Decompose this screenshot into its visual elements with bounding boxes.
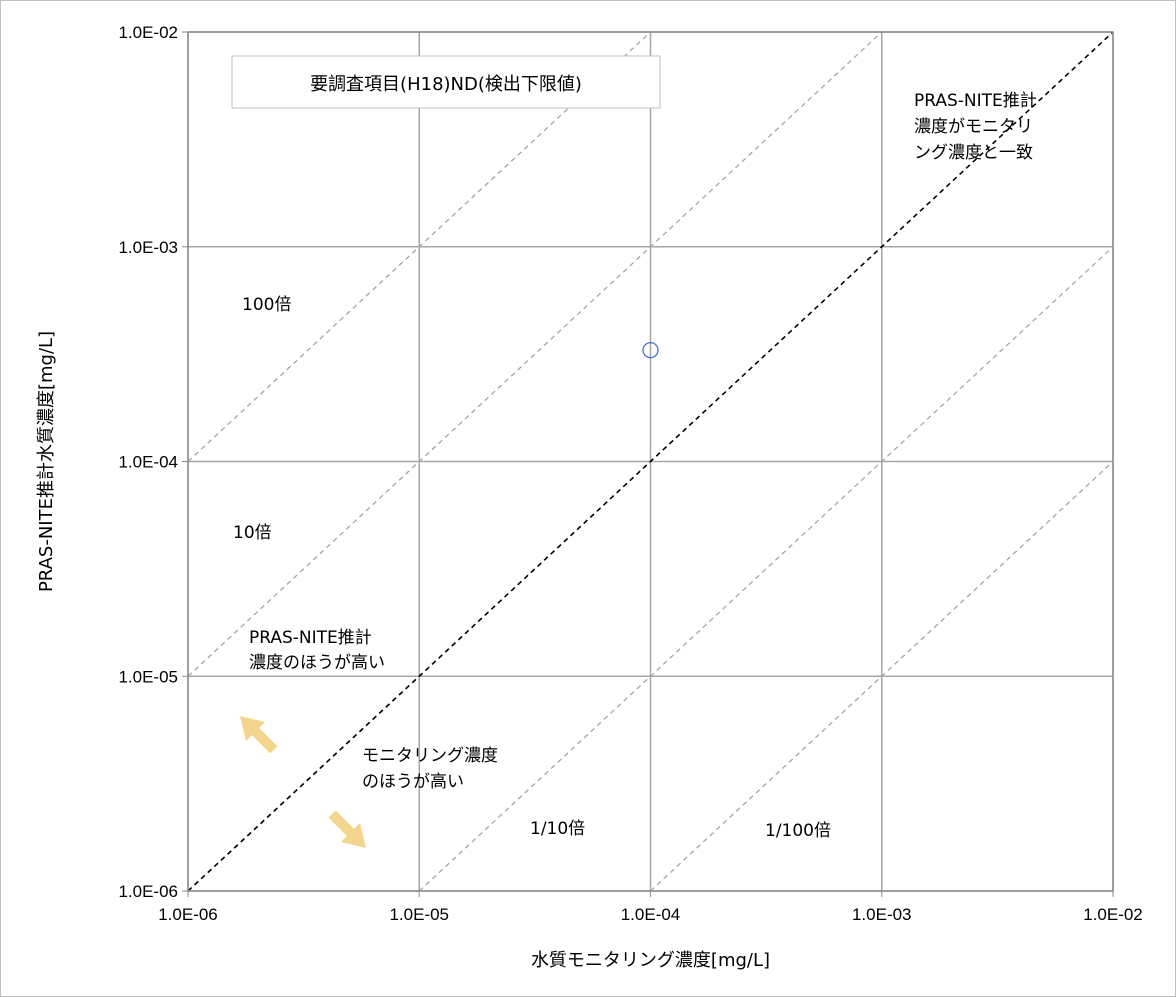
x-tick-label: 1.0E-04 xyxy=(621,905,681,924)
annotation-one-tenth: 1/10倍 xyxy=(530,819,585,839)
x-tick-label: 1.0E-03 xyxy=(852,905,912,924)
ratio-line xyxy=(650,461,1114,892)
arrow-down-right xyxy=(328,810,366,848)
legend-label: 要調査項目(H18)ND(検出下限値) xyxy=(310,74,582,95)
axis-tick-labels: 1.0E-06 1.0E-05 1.0E-04 1.0E-03 1.0E-02 1.0E-… xyxy=(118,23,1142,924)
annotation-match-line-3: ング濃度と一致 xyxy=(914,143,1033,163)
annotation-pras-higher: PRAS-NITE推計 濃度のほうが高い xyxy=(249,628,385,673)
legend: 要調査項目(H18)ND(検出下限値) xyxy=(231,55,661,109)
arrow-up-left xyxy=(240,716,278,754)
x-tick-label: 1.0E-02 xyxy=(1083,905,1143,924)
annotation-monitoring-higher-1: モニタリング濃度 xyxy=(362,746,498,766)
data-point xyxy=(642,341,659,359)
x-tick-label: 1.0E-05 xyxy=(389,905,449,924)
annotation-match-line-1: PRAS-NITE推計 xyxy=(914,91,1037,111)
annotation-pras-higher-1: PRAS-NITE推計 xyxy=(249,628,372,648)
y-tick-label: 1.0E-05 xyxy=(118,667,178,686)
annotation-pras-higher-2: 濃度のほうが高い xyxy=(249,653,385,673)
x-tick-label: 1.0E-06 xyxy=(158,905,218,924)
annotation-one-hundredth: 1/100倍 xyxy=(765,821,831,841)
direction-arrows xyxy=(240,716,366,848)
legend-box xyxy=(231,55,661,109)
y-tick-label: 1.0E-06 xyxy=(118,882,178,901)
ratio-line-1x xyxy=(187,31,1114,892)
y-tick-label: 1.0E-04 xyxy=(118,453,178,472)
annotation-monitoring-higher: モニタリング濃度 のほうが高い xyxy=(362,746,503,792)
ratio-line xyxy=(187,31,883,677)
data-points xyxy=(642,341,659,359)
y-tick-label: 1.0E-03 xyxy=(118,238,178,257)
x-axis-title: 水質モニタリング濃度[mg/L] xyxy=(531,950,770,971)
annotation-match-line-2: 濃度がモニタリ xyxy=(914,117,1033,137)
annotation-100x: 100倍 xyxy=(242,295,291,315)
ratio-line xyxy=(418,246,1114,892)
annotation-monitoring-higher-2: のほうが高い xyxy=(362,772,464,792)
annotation-10x: 10倍 xyxy=(233,523,272,543)
y-tick-label: 1.0E-02 xyxy=(118,23,178,42)
annotation-match-line: PRAS-NITE推計 濃度がモニタリ ング濃度と一致 xyxy=(914,91,1042,163)
y-axis-title: PRAS-NITE推計水質濃度[mg/L] xyxy=(36,331,57,592)
